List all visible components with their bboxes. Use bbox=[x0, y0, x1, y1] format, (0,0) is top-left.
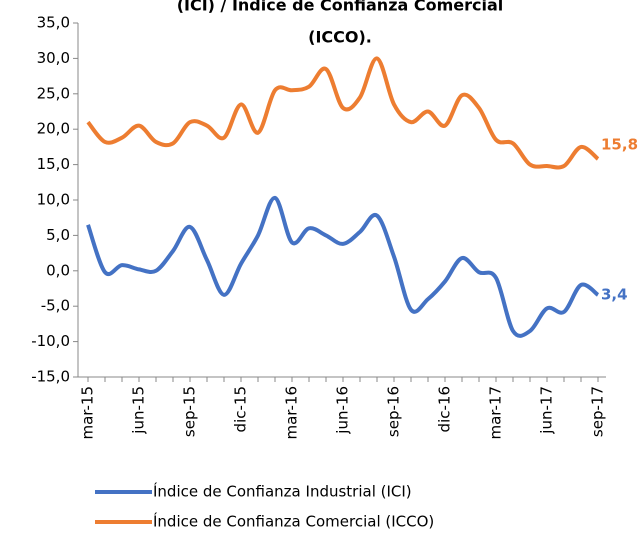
y-tick-label: 35,0 bbox=[37, 14, 70, 32]
y-tick-label: 10,0 bbox=[37, 191, 70, 209]
chart-title: (ICI) / Índice de Confianza Comercial bbox=[177, 0, 504, 15]
x-tick-label: jun-16 bbox=[334, 386, 352, 435]
legend-label: Índice de Confianza Industrial (ICI) bbox=[153, 482, 412, 501]
data-label: 3,4 bbox=[601, 285, 628, 303]
x-tick-label: sep-17 bbox=[589, 386, 607, 437]
x-tick-label: jun-17 bbox=[538, 386, 556, 435]
x-tick-label: mar-16 bbox=[283, 386, 301, 440]
x-tick-label: dic-16 bbox=[436, 386, 454, 432]
x-tick-label: dic-15 bbox=[232, 386, 250, 432]
x-tick-label: mar-15 bbox=[79, 386, 97, 440]
y-tick-label: 25,0 bbox=[37, 84, 70, 102]
x-tick-label: mar-17 bbox=[487, 386, 505, 440]
y-tick-label: -15,0 bbox=[31, 368, 70, 386]
y-tick-label: 30,0 bbox=[37, 49, 70, 67]
series-line bbox=[86, 56, 600, 170]
y-tick-label: 5,0 bbox=[46, 226, 70, 244]
y-tick-label: -5,0 bbox=[41, 297, 70, 315]
legend-label: Índice de Confianza Comercial (ICCO) bbox=[153, 512, 434, 531]
y-tick-label: 0,0 bbox=[46, 261, 70, 279]
x-tick-label: sep-16 bbox=[385, 386, 403, 437]
y-tick-label: 15,0 bbox=[37, 155, 70, 173]
y-tick-label: -10,0 bbox=[31, 332, 70, 350]
x-tick-label: jun-15 bbox=[130, 386, 148, 435]
y-tick-label: 20,0 bbox=[37, 120, 70, 138]
series-line bbox=[86, 195, 600, 338]
data-label: 15,8 bbox=[601, 135, 638, 153]
chart-title: (ICCO). bbox=[308, 28, 372, 47]
x-tick-label: sep-15 bbox=[181, 386, 199, 437]
